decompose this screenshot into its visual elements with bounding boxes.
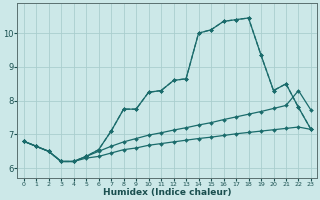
X-axis label: Humidex (Indice chaleur): Humidex (Indice chaleur): [103, 188, 232, 197]
